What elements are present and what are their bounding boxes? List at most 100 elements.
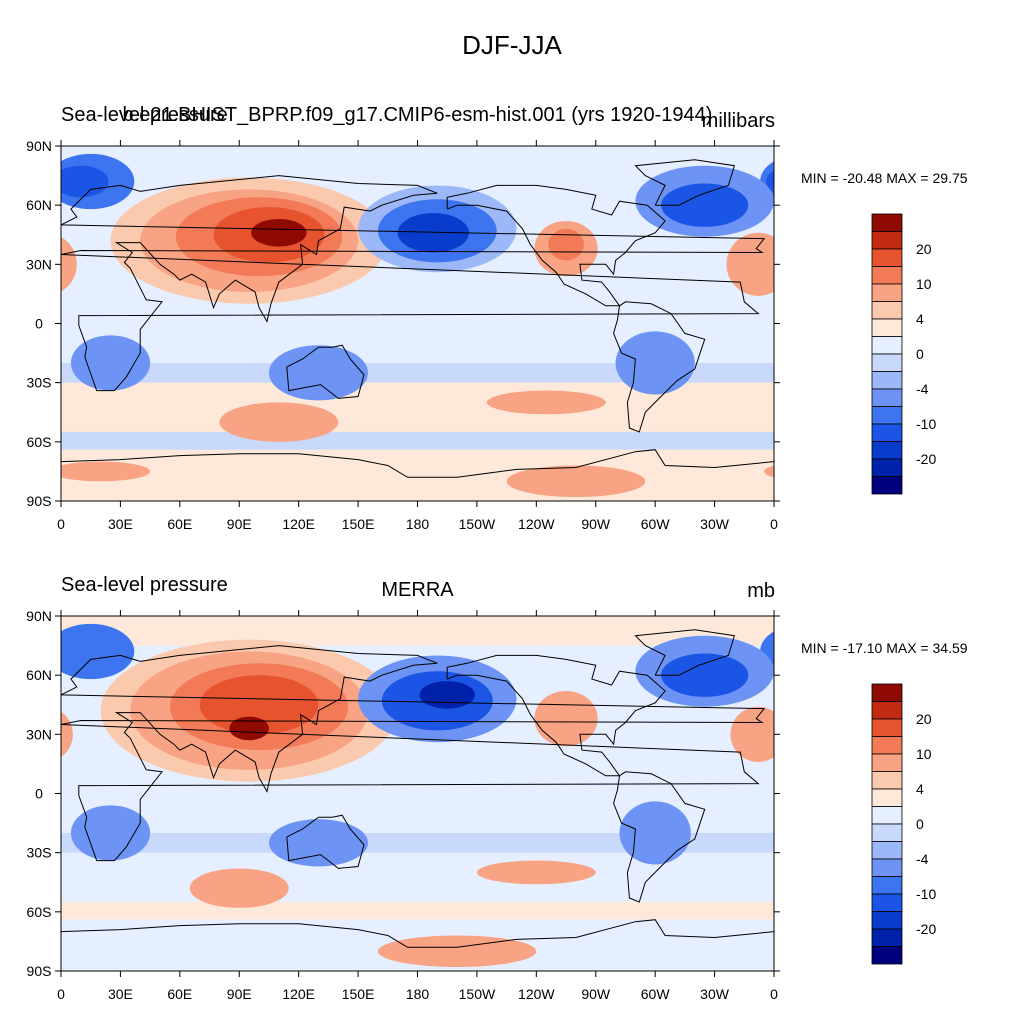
lon-label: 0 (770, 986, 778, 1002)
colorbar-label: 10 (916, 276, 932, 292)
lat-label: 90S (27, 493, 52, 509)
coastline (61, 919, 774, 948)
pressure-contour (619, 801, 691, 865)
colorbar-label: 0 (916, 816, 924, 832)
pressure-contour (61, 461, 151, 482)
pressure-contour (397, 213, 469, 253)
lat-label: 30N (26, 726, 52, 742)
colorbar-swatch (871, 701, 903, 720)
panel-left-title: Sea-level pressure (61, 574, 228, 596)
colorbar-swatch (871, 371, 903, 390)
coastline (446, 654, 666, 777)
lon-label: 30E (108, 516, 133, 532)
colorbar-swatch (871, 753, 903, 772)
lon-label: 0 (770, 516, 778, 532)
colorbar-label: -4 (916, 381, 929, 397)
pressure-contour (730, 706, 774, 762)
colorbar-swatch (871, 841, 903, 860)
pressure-contour (486, 390, 606, 415)
pressure-band (61, 616, 774, 646)
lat-label: 60S (27, 434, 52, 450)
lon-label: 30E (108, 986, 133, 1002)
pressure-contour (534, 690, 598, 747)
coastline (286, 344, 365, 399)
pressure-contour (942, 717, 982, 741)
pressure-contour (251, 218, 307, 247)
coastline (634, 629, 736, 676)
colorbar-swatch (871, 771, 903, 790)
lon-label: 0 (57, 986, 65, 1002)
pressure-contour (61, 165, 109, 198)
map-panel-2: 90N 60N 30N 0 30S 60S 90S 0 30E 60E 90E 120E 150E 180… (26, 608, 1024, 1002)
pressure-contour (61, 623, 135, 680)
colorbar-label: -10 (916, 886, 936, 902)
lat-label: 90N (26, 138, 52, 154)
colorbar-label: 20 (916, 241, 932, 257)
lat-label: 60N (26, 667, 52, 683)
panel-center-title: b.e21.BHIST_BPRP.f09_g17.CMIP6-esm-hist.… (122, 104, 713, 126)
panel-center-title: MERRA (381, 579, 454, 601)
pressure-contour (764, 465, 774, 478)
pressure-band (61, 146, 774, 176)
pressure-contour (784, 805, 863, 860)
colorbar-swatch (871, 423, 903, 442)
colorbar-label: -20 (916, 921, 936, 937)
colorbar-swatch (871, 736, 903, 755)
lat-label: 60S (27, 904, 52, 920)
lat-label: 30N (26, 256, 52, 272)
lon-label: 120W (518, 986, 555, 1002)
colorbar-label: 4 (916, 781, 924, 797)
pressure-contour (476, 860, 596, 885)
colorbar-swatch (871, 353, 903, 372)
pressure-contour (268, 345, 368, 401)
coastline (61, 175, 766, 392)
lon-label: 30W (700, 986, 730, 1002)
colorbar-label: 10 (916, 746, 932, 762)
colorbar-label: 0 (916, 346, 924, 362)
colorbar-swatch (871, 718, 903, 737)
pressure-contour (70, 805, 151, 861)
lat-label: 30S (27, 845, 52, 861)
lat-label: 60N (26, 197, 52, 213)
colorbar-swatch (871, 788, 903, 807)
colorbar-swatch (871, 683, 903, 702)
colorbar-swatch (871, 231, 903, 250)
pressure-contour (889, 197, 1024, 276)
pressure-band (61, 449, 774, 501)
colorbar-swatch (871, 928, 903, 947)
colorbar-swatch (871, 458, 903, 477)
lon-label: 0 (57, 516, 65, 532)
colorbar-label: -4 (916, 851, 929, 867)
pressure-contour (661, 183, 749, 227)
lon-label: 60E (167, 516, 192, 532)
pressure-band (61, 832, 774, 857)
figure-title: DJF-JJA (462, 30, 562, 60)
pressure-contour (883, 663, 1024, 750)
pressure-contour (189, 868, 289, 908)
lon-label: 120E (282, 516, 315, 532)
colorbar-swatch (871, 301, 903, 320)
lon-label: 120E (282, 986, 315, 1002)
colorbar-swatch (871, 266, 903, 285)
lon-label: 30W (700, 516, 730, 532)
lat-label: 0 (35, 786, 43, 802)
colorbar-swatch (871, 476, 903, 495)
lon-label: 120W (518, 516, 555, 532)
lon-label: 90E (227, 986, 252, 1002)
colorbar-swatch (871, 318, 903, 337)
pressure-contour (615, 331, 695, 395)
coastline (613, 771, 706, 903)
min-max-label: MIN = -17.10 MAX = 34.59 (801, 640, 968, 656)
pressure-contour (419, 681, 475, 709)
colorbar-swatch (871, 858, 903, 877)
pressure-contour (70, 335, 151, 391)
pressure-contour (661, 653, 749, 697)
coastline (446, 184, 666, 307)
pressure-contour (843, 652, 1024, 770)
coastline (613, 301, 706, 433)
lat-label: 0 (35, 316, 43, 332)
colorbar-swatch (871, 823, 903, 842)
pressure-band (61, 901, 774, 920)
